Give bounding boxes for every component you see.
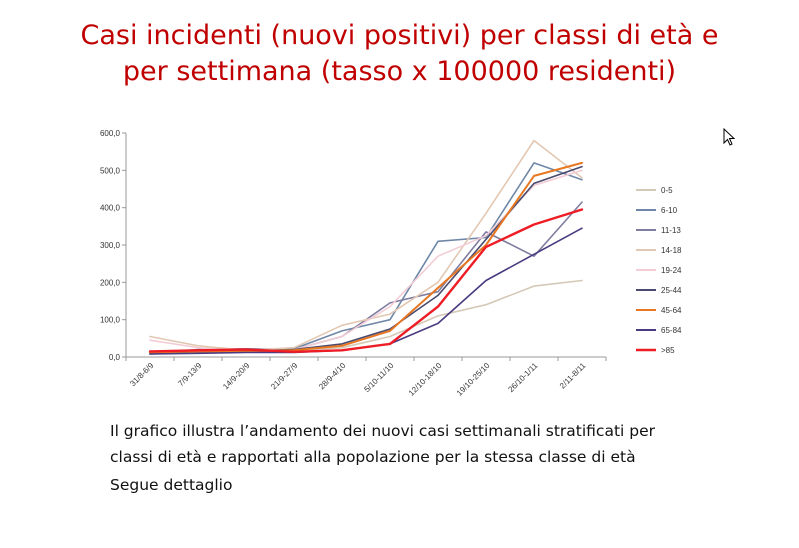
x-tick-label: 14/9-20/9 [221, 361, 252, 392]
x-tick-label: 2/11-8/11 [558, 361, 588, 391]
series-line-5 [149, 169, 583, 353]
x-tick-label: 7/9-13/9 [176, 361, 204, 389]
y-tick-label: 500,0 [100, 166, 121, 175]
series-line-7 [149, 161, 583, 354]
series-line-9 [148, 208, 584, 353]
slide-title: Casi incidenti (nuovi positivi) per clas… [0, 18, 799, 90]
x-tick-label: 31/8-6/9 [128, 361, 156, 389]
legend-label: 65-84 [661, 326, 682, 335]
x-tick-label: 5/10-11/10 [362, 361, 395, 394]
y-tick-label: 100,0 [100, 316, 121, 325]
x-tick-label: 19/10-25/10 [455, 361, 492, 398]
y-tick-label: 200,0 [100, 278, 121, 287]
legend-label: 19-24 [661, 266, 682, 275]
title-line-1: Casi incidenti (nuovi positivi) per clas… [80, 20, 719, 51]
caption-line-2: classi di età e rapportati alla popolazi… [110, 448, 636, 466]
follow-detail-text: Segue dettaglio [110, 476, 233, 494]
chart-caption: Il grafico illustra l’andamento dei nuov… [110, 418, 750, 470]
caption-line-1: Il grafico illustra l’andamento dei nuov… [110, 422, 655, 440]
series-line-3 [149, 201, 583, 355]
x-tick-label: 12/10-18/10 [407, 361, 444, 398]
x-tick-label: 21/9-27/9 [269, 361, 300, 392]
y-tick-label: 600,0 [100, 129, 121, 138]
legend-label: 45-64 [661, 306, 682, 315]
series-line-1 [149, 279, 583, 355]
legend-label: 0-5 [661, 186, 673, 195]
title-line-2: per settimana (tasso x 100000 residenti) [122, 56, 677, 87]
legend-label: 25-44 [661, 286, 682, 295]
series-line-4 [149, 139, 583, 352]
x-tick-label: 28/9-4/10 [317, 361, 348, 392]
y-tick-label: 300,0 [100, 241, 121, 250]
x-tick-label: 26/10-1/11 [506, 361, 539, 394]
legend-label: >85 [661, 346, 675, 355]
series-line-2 [149, 162, 583, 355]
y-tick-label: 0,0 [109, 353, 121, 362]
legend-label: 6-10 [661, 206, 678, 215]
mouse-pointer-icon [723, 128, 736, 146]
y-tick-label: 400,0 [100, 204, 121, 213]
legend-label: 11-13 [661, 226, 681, 235]
legend-label: 14-18 [661, 246, 682, 255]
